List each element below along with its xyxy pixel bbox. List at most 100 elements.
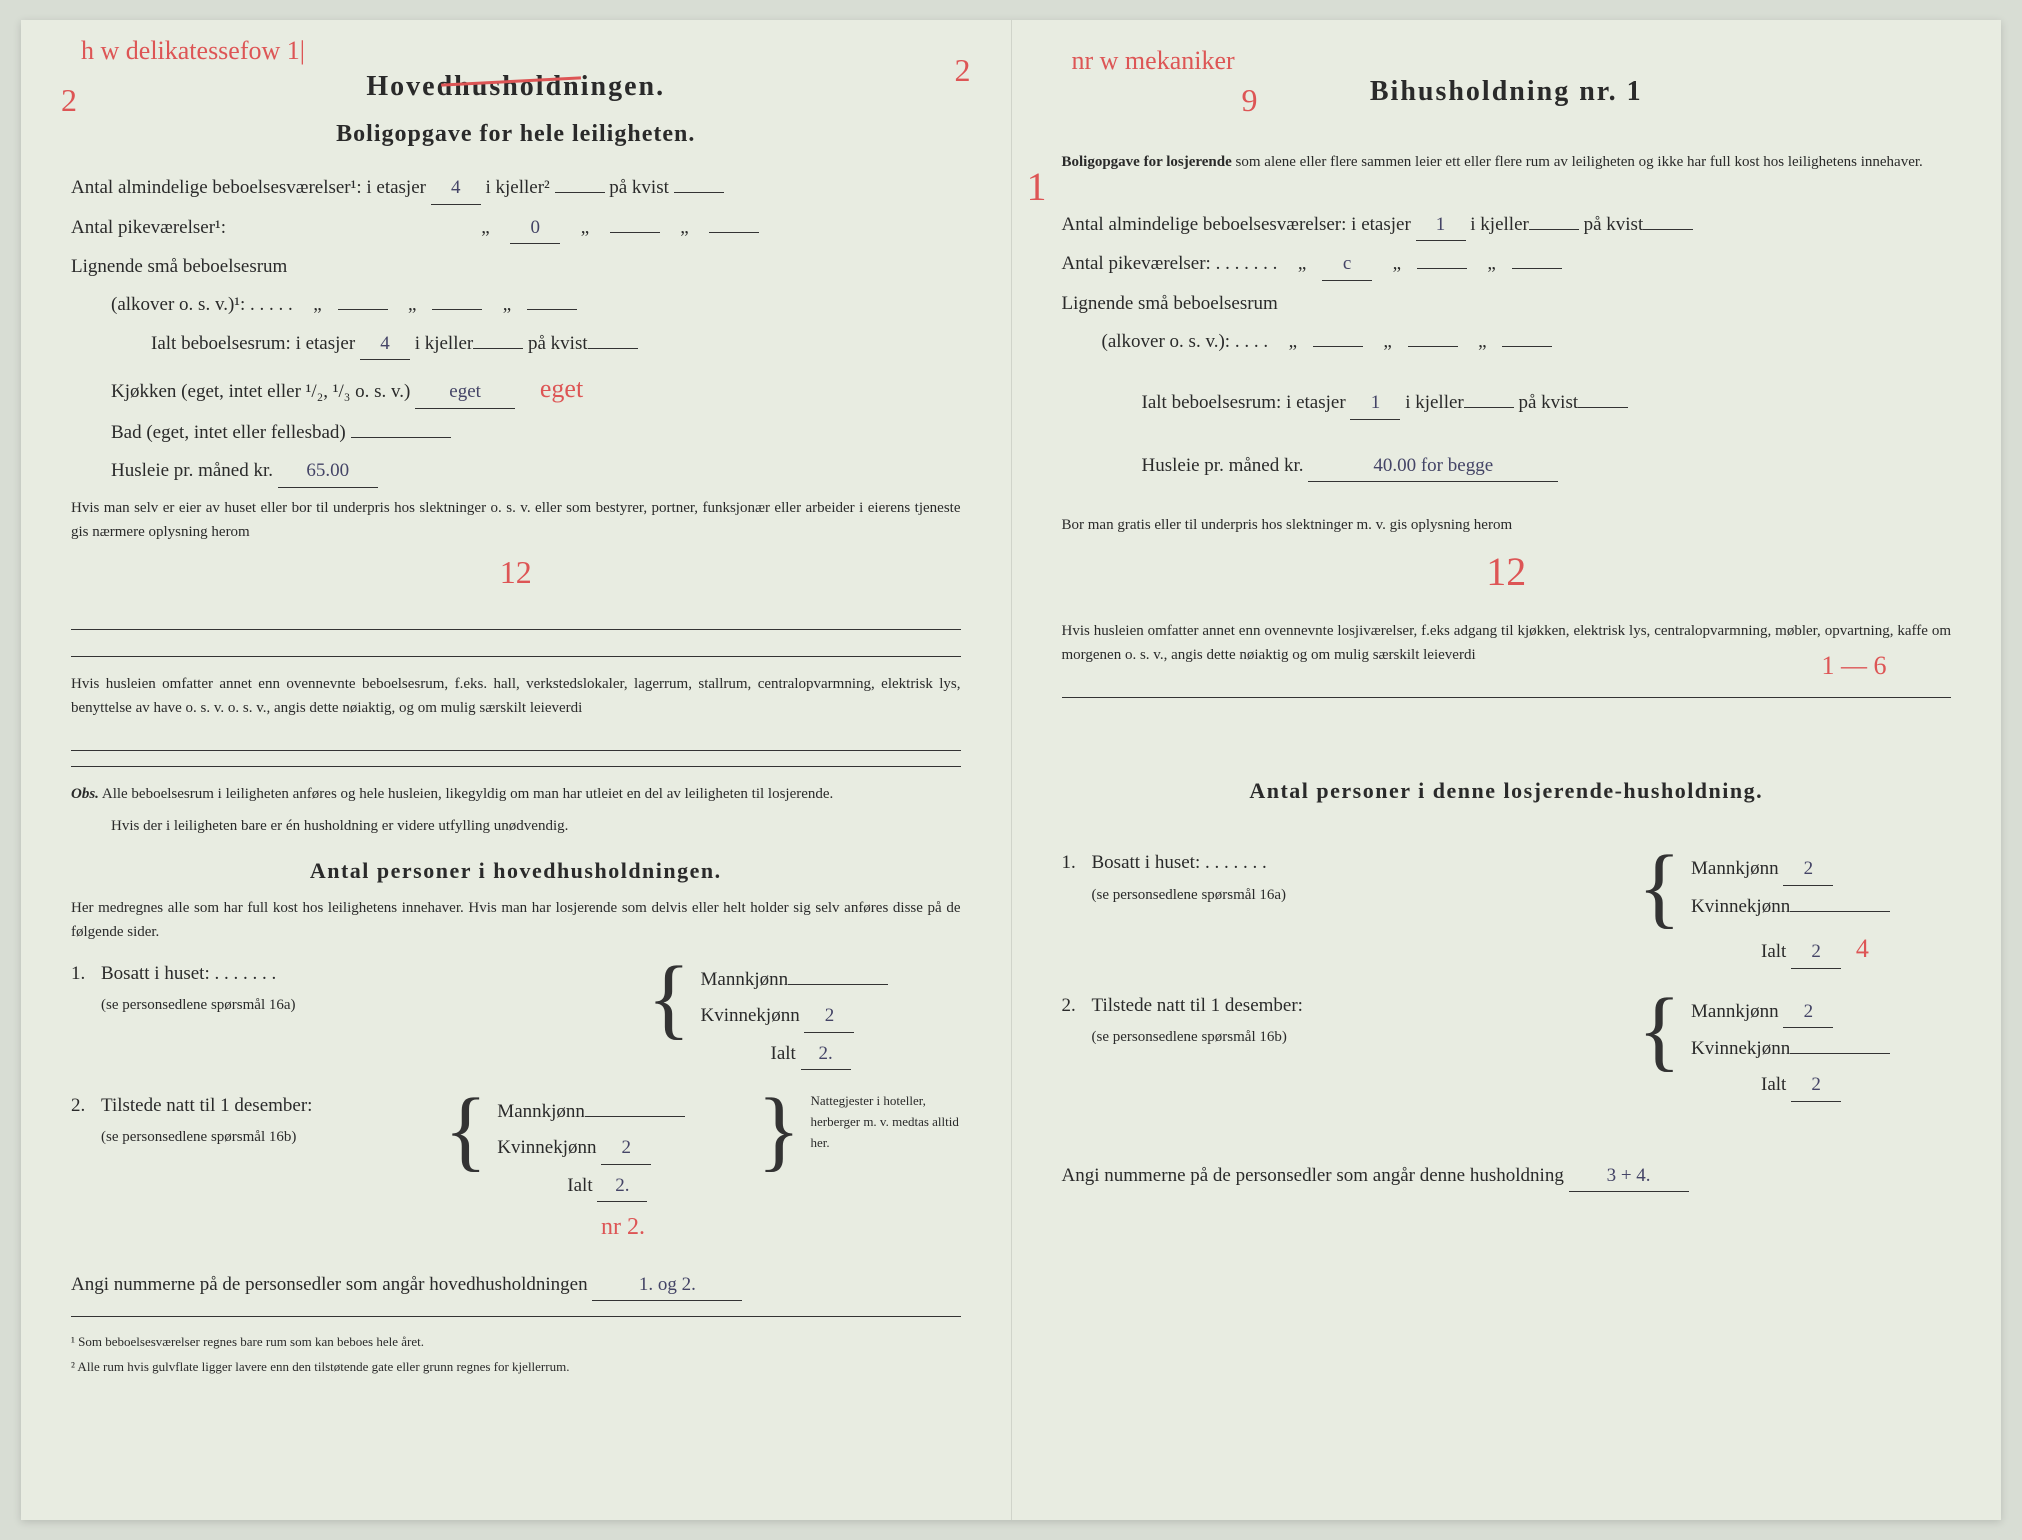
q2-mann-val-r: 2 xyxy=(1783,997,1833,1028)
label-mann: Mannkjønn xyxy=(701,969,789,990)
row-alm-right: Antal almindelige beboelsesværelser: i e… xyxy=(1062,210,1952,241)
question-2-left: 2. Tilstede natt til 1 desember: (se per… xyxy=(71,1091,961,1208)
q2-label: Tilstede natt til 1 desember: xyxy=(101,1095,312,1116)
q2-ialt-val: 2. xyxy=(597,1171,647,1202)
q1-label-block-r: Bosatt i huset: . . . . . . . (se person… xyxy=(1092,848,1638,909)
label-kvinne: Kvinnekjønn xyxy=(497,1137,596,1158)
red-annotation-2b: 2 xyxy=(955,45,971,96)
row-ialt-right: Ialt beboelsesrum: i etasjer 1 i kjeller… xyxy=(1062,388,1952,419)
q1-num: 1. xyxy=(71,959,101,989)
blank xyxy=(610,232,660,233)
row-ialt: Ialt beboelsesrum: i etasjer 4 i kjeller… xyxy=(71,329,961,360)
q1-mann-val-r: 2 xyxy=(1783,854,1833,885)
obs-label: Obs. xyxy=(71,786,99,802)
row-almindelige: Antal almindelige beboelsesværelser¹: i … xyxy=(71,173,961,204)
label-alm-r: Antal almindelige beboelsesværelser: i e… xyxy=(1062,214,1411,235)
blank-line xyxy=(71,728,961,751)
label-kvist: på kvist xyxy=(609,177,669,198)
label-angi: Angi nummerne på de personsedler som ang… xyxy=(71,1274,588,1295)
label-kjeller: i kjeller² xyxy=(485,177,549,198)
label-kjokken: Kjøkken (eget, intet eller ¹/₂, ¹/₃ o. s… xyxy=(111,381,410,402)
q1-label: Bosatt i huset: . . . . . . . xyxy=(101,963,276,984)
obs-text1: Alle beboelsesrum i leiligheten anføres … xyxy=(102,786,833,802)
value-etasjer-r: 1 xyxy=(1416,210,1466,241)
blank xyxy=(1643,229,1693,230)
q2-label-block-r: Tilstede natt til 1 desember: (se person… xyxy=(1092,991,1638,1052)
q2-sub-r: (se personsedlene spørsmål 16b) xyxy=(1092,1029,1287,1045)
label-husleie: Husleie pr. måned kr. xyxy=(111,460,273,481)
para-gratis: Bor man gratis eller til underpris hos s… xyxy=(1062,513,1952,537)
brace-icon: { xyxy=(1638,986,1681,1076)
separator xyxy=(71,1316,961,1317)
red-12-left: 12 xyxy=(71,547,961,598)
label-alk-r: (alkover o. s. v.): . . . . xyxy=(1102,331,1269,352)
red-4: 4 xyxy=(1856,934,1869,963)
red-annotation-1: 1 xyxy=(1027,155,1047,219)
brace-icon: } xyxy=(757,1086,800,1176)
section-head-left: Antal personer i hovedhusholdningen. xyxy=(71,853,961,888)
main-title-left: Hovedhusholdningen. xyxy=(71,65,961,110)
blank xyxy=(585,1116,685,1117)
blank xyxy=(1529,229,1579,230)
blank xyxy=(432,309,482,310)
blank-line: 1 — 6 xyxy=(1062,675,1952,698)
blank xyxy=(1313,346,1363,347)
value-ialt: 4 xyxy=(360,329,410,360)
para-losji: Hvis husleien omfatter annet enn ovennev… xyxy=(1062,619,1952,667)
q2-answers: Mannkjønn Kvinnekjønn 2 Ialt 2. xyxy=(487,1091,757,1208)
value-pike: 0 xyxy=(510,213,560,244)
label-mann: Mannkjønn xyxy=(497,1101,585,1122)
right-column: nr w mekaniker 9 Bihusholdning nr. 1 1 B… xyxy=(1012,20,2002,1520)
blank-kvist xyxy=(674,192,724,193)
para-husleie: Hvis husleien omfatter annet enn ovennev… xyxy=(71,672,961,720)
blank-kjeller xyxy=(555,192,605,193)
obs-text2: Hvis der i leiligheten bare er én hushol… xyxy=(71,814,961,838)
row-alkover: (alkover o. s. v.)¹: . . . . . „ „ „ xyxy=(71,290,961,320)
row-husleie: Husleie pr. måned kr. 65.00 xyxy=(71,456,961,487)
section-sub: Her medregnes alle som har full kost hos… xyxy=(71,896,961,944)
label-ialt: Ialt xyxy=(1761,1074,1786,1095)
footnote-2: ² Alle rum hvis gulvflate ligger lavere … xyxy=(71,1357,961,1378)
blank xyxy=(588,348,638,349)
angi-value: 1. og 2. xyxy=(592,1270,742,1301)
top-handwriting-right: nr w mekaniker xyxy=(1072,40,1235,82)
label-husleie-r: Husleie pr. måned kr. xyxy=(1142,455,1304,476)
question-2-right: 2. Tilstede natt til 1 desember: (se per… xyxy=(1062,991,1952,1108)
census-form-page: h w delikatessefow 1| 2 2 Hovedhusholdni… xyxy=(21,20,2001,1520)
top-handwriting-left: h w delikatessefow 1| xyxy=(81,30,305,72)
q1-label-block: Bosatt i huset: . . . . . . . (se person… xyxy=(101,959,647,1020)
q2-num-r: 2. xyxy=(1062,991,1092,1021)
label-alm: Antal almindelige beboelsesværelser¹: i … xyxy=(71,177,426,198)
value-husleie: 65.00 xyxy=(278,456,378,487)
label-pike-r: Antal pikeværelser: . . . . . . . xyxy=(1062,253,1278,274)
label-ialt: Ialt xyxy=(771,1043,796,1064)
q1-num-r: 1. xyxy=(1062,848,1092,878)
label-ialt-r: Ialt beboelsesrum: i etasjer xyxy=(1142,392,1346,413)
red-eget: eget xyxy=(540,374,583,403)
row-alk-right: (alkover o. s. v.): . . . . „ „ „ xyxy=(1062,327,1952,357)
obs-block: Obs. Alle beboelsesrum i leiligheten anf… xyxy=(71,782,961,806)
q1-sub-r: (se personsedlene spørsmål 16a) xyxy=(1092,887,1287,903)
q2-note: Nattegjester i hoteller, herberger m. v.… xyxy=(801,1091,961,1153)
label-kvinne: Kvinnekjønn xyxy=(1691,1038,1790,1059)
row-husleie-right: Husleie pr. måned kr. 40.00 for begge xyxy=(1062,451,1952,482)
q1-label-r: Bosatt i huset: . . . . . . . xyxy=(1092,852,1267,873)
q2-sub: (se personsedlene spørsmål 16b) xyxy=(101,1129,296,1145)
blank xyxy=(473,348,523,349)
row-lignende: Lignende små beboelsesrum xyxy=(71,252,961,282)
blank xyxy=(1417,268,1467,269)
value-husleie-r: 40.00 for begge xyxy=(1308,451,1558,482)
para-eier: Hvis man selv er eier av huset eller bor… xyxy=(71,496,961,544)
q2-label-block: Tilstede natt til 1 desember: (se person… xyxy=(101,1091,444,1152)
label-kvinne: Kvinnekjønn xyxy=(701,1005,800,1026)
sub-title-left: Boligopgave for hele leiligheten. xyxy=(71,115,961,153)
blank xyxy=(1464,407,1514,408)
value-etasjer: 4 xyxy=(431,173,481,204)
angi-value-r: 3 + 4. xyxy=(1569,1161,1689,1192)
label-mann: Mannkjønn xyxy=(1691,858,1779,879)
brace-icon: { xyxy=(1638,843,1681,933)
value-ialt-r: 1 xyxy=(1350,388,1400,419)
blank xyxy=(527,309,577,310)
label-bad: Bad (eget, intet eller fellesbad) xyxy=(111,422,346,443)
row-kjokken: Kjøkken (eget, intet eller ¹/₂, ¹/₃ o. s… xyxy=(71,368,961,410)
